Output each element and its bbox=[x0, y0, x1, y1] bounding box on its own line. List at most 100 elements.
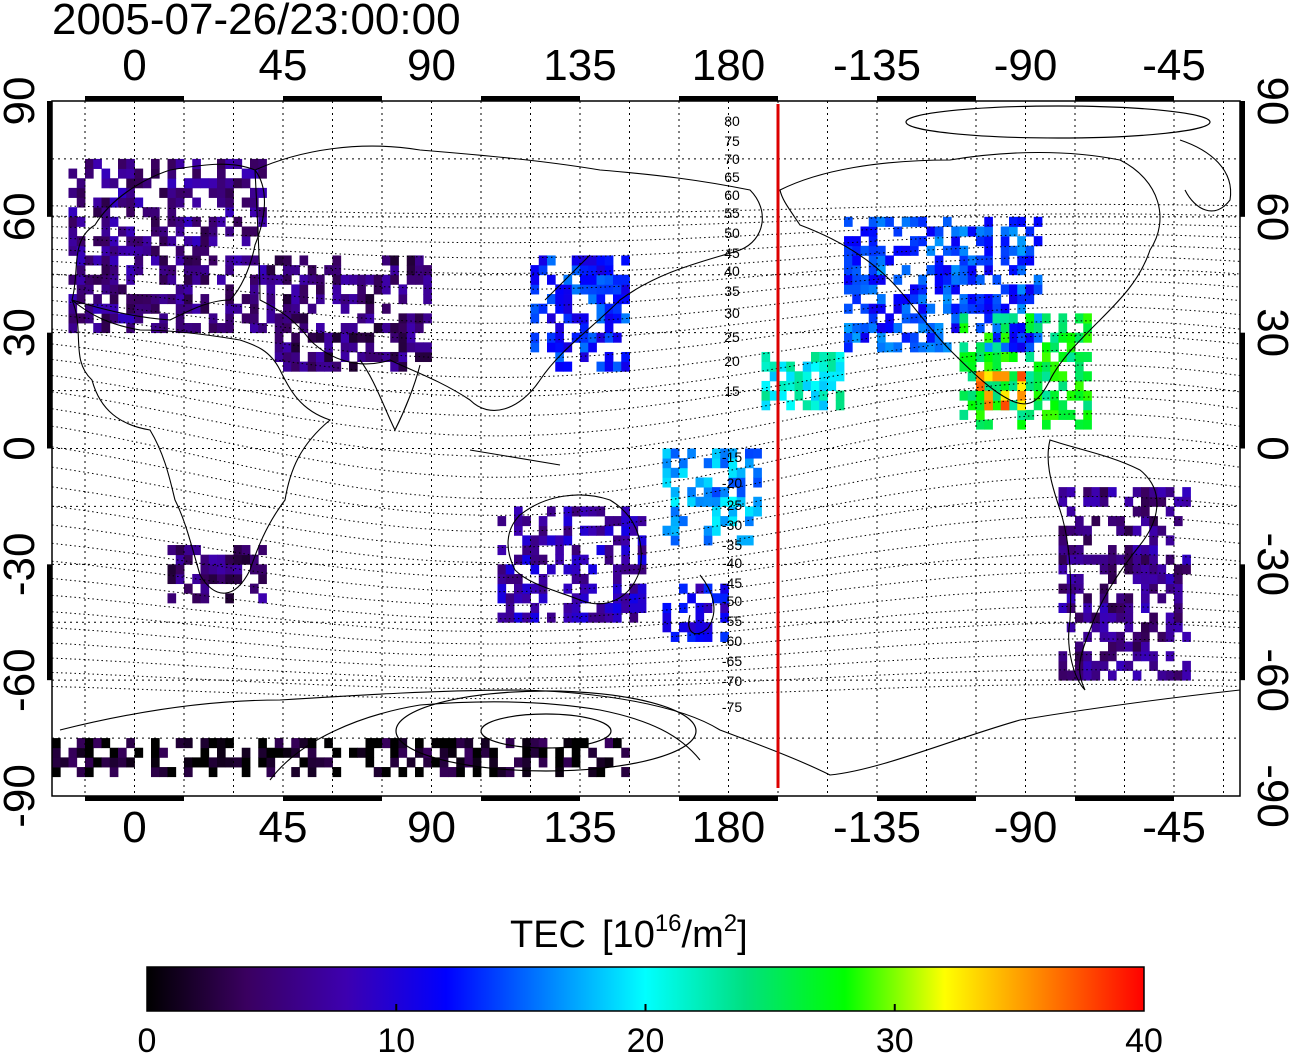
tec-cell bbox=[588, 564, 597, 575]
tec-cell bbox=[976, 400, 985, 411]
right-lat-tick: 60 bbox=[1248, 192, 1292, 241]
tec-cell bbox=[1075, 351, 1084, 363]
tec-cell bbox=[1174, 670, 1183, 681]
tec-cell bbox=[192, 323, 201, 334]
tec-cell bbox=[109, 255, 119, 266]
tec-cell bbox=[134, 255, 144, 266]
tec-cell bbox=[604, 516, 614, 527]
tec-cell bbox=[1042, 371, 1051, 382]
tec-cell bbox=[918, 294, 927, 305]
tec-cell bbox=[547, 313, 556, 324]
tec-cell bbox=[679, 458, 688, 469]
tec-cell bbox=[1066, 622, 1076, 633]
tec-cell bbox=[415, 313, 424, 324]
tec-cell bbox=[662, 602, 672, 613]
tec-cell bbox=[1141, 496, 1150, 507]
tec-cell bbox=[802, 361, 812, 372]
tec-cell bbox=[134, 197, 144, 208]
tec-cell bbox=[266, 313, 276, 324]
top-lon-tick: -45 bbox=[1142, 41, 1206, 90]
tec-cell bbox=[142, 294, 152, 305]
magnetic-latitude-line bbox=[52, 380, 1240, 457]
tec-cell bbox=[1075, 573, 1084, 585]
tec-cell bbox=[621, 284, 630, 295]
tec-cell bbox=[1083, 612, 1092, 623]
tec-cell bbox=[860, 332, 870, 343]
north-pole-contour bbox=[905, 105, 1211, 139]
tec-cell bbox=[1108, 564, 1117, 575]
tec-cell bbox=[340, 332, 350, 343]
tec-cell bbox=[703, 487, 713, 498]
tec-cell bbox=[373, 284, 383, 295]
tec-cell bbox=[893, 245, 903, 256]
tec-cell bbox=[934, 226, 944, 237]
tec-cell bbox=[621, 274, 630, 285]
tec-cell bbox=[522, 747, 531, 758]
tec-cell bbox=[76, 255, 86, 266]
tec-cell bbox=[621, 535, 630, 546]
map-title: 2005-07-26/23:00:00 bbox=[52, 0, 461, 44]
tec-cell bbox=[1141, 506, 1150, 517]
tec-cell bbox=[1157, 573, 1167, 585]
tec-cell bbox=[109, 274, 119, 285]
tec-cell bbox=[1066, 554, 1076, 565]
tec-cell bbox=[142, 303, 152, 314]
tec-cell bbox=[109, 767, 119, 778]
magnetic-latitude-line bbox=[52, 669, 1240, 690]
left-lat-tick: 30 bbox=[0, 308, 44, 357]
tec-cell bbox=[250, 323, 259, 334]
tec-cell bbox=[365, 747, 375, 758]
tec-cell bbox=[398, 332, 408, 343]
tec-cell bbox=[877, 323, 886, 334]
tec-cell bbox=[250, 168, 259, 179]
tec-cell bbox=[868, 255, 878, 266]
tec-cell bbox=[563, 294, 573, 305]
tec-cell bbox=[225, 593, 234, 604]
tec-cell bbox=[68, 226, 78, 237]
tec-cell bbox=[225, 294, 234, 305]
tec-cell bbox=[720, 516, 729, 527]
tec-cell bbox=[151, 168, 160, 179]
tec-cell bbox=[728, 516, 738, 527]
tec-cell bbox=[93, 757, 102, 768]
tec-cell bbox=[258, 757, 267, 768]
tec-cell bbox=[68, 313, 78, 324]
tec-cell bbox=[670, 448, 680, 459]
tec-cell bbox=[233, 573, 243, 585]
tec-cell bbox=[629, 583, 639, 594]
tec-cell bbox=[1182, 564, 1191, 575]
tec-cell bbox=[225, 158, 234, 169]
tec-cell bbox=[431, 738, 441, 749]
tec-cell bbox=[1182, 660, 1191, 671]
tec-cell bbox=[720, 593, 729, 604]
tec-cell bbox=[1058, 487, 1068, 498]
tec-cell bbox=[530, 564, 540, 575]
magnetic-latitude-line bbox=[52, 638, 1240, 668]
tec-cell bbox=[1165, 573, 1175, 585]
tec-cell bbox=[786, 380, 795, 391]
tec-cell bbox=[769, 361, 779, 372]
tec-cell bbox=[943, 284, 952, 295]
tec-cell bbox=[1066, 525, 1076, 536]
right-lat-tick: 0 bbox=[1248, 436, 1292, 460]
tec-cell bbox=[868, 303, 878, 314]
tec-cell bbox=[423, 265, 432, 276]
tec-cell bbox=[514, 506, 523, 517]
tec-cell bbox=[118, 197, 127, 208]
tec-cell bbox=[101, 303, 111, 314]
tec-cell bbox=[1033, 274, 1043, 285]
colorbar bbox=[146, 966, 1145, 1012]
left-lat-tick: 0 bbox=[0, 436, 44, 460]
tec-cell bbox=[885, 255, 894, 266]
tec-cell bbox=[175, 284, 185, 295]
tec-cell bbox=[687, 593, 696, 604]
tec-cell bbox=[390, 255, 399, 266]
tec-cell bbox=[976, 419, 985, 430]
tec-cell bbox=[1042, 351, 1051, 363]
tec-cell bbox=[588, 274, 597, 285]
tec-cell bbox=[497, 767, 507, 778]
tec-cell bbox=[1108, 545, 1117, 556]
tec-cell bbox=[1174, 496, 1183, 507]
frame-tick bbox=[1075, 96, 1174, 101]
tec-cell bbox=[835, 400, 845, 411]
